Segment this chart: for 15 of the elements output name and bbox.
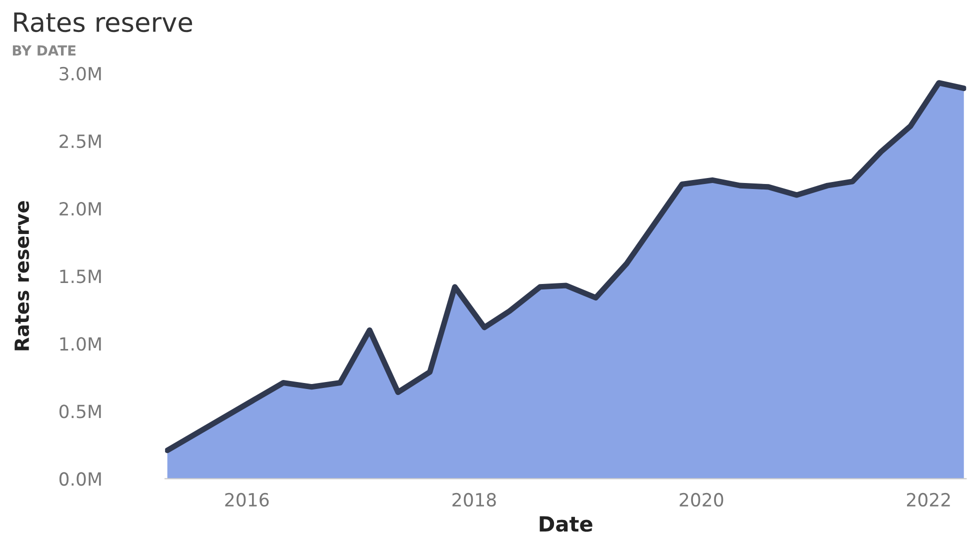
x-tick-label: 2016 xyxy=(225,492,269,507)
y-tick-label: 2.0M xyxy=(60,202,101,216)
y-tick-label: 2.5M xyxy=(60,134,101,148)
x-tick-label: 2020 xyxy=(680,492,724,507)
x-tick-label: 2018 xyxy=(452,492,496,507)
y-tick-label: 3.0M xyxy=(60,66,101,81)
x-tick-label: 2022 xyxy=(906,492,950,507)
x-axis-title: Date xyxy=(540,516,592,532)
text: BY DATE xyxy=(12,45,76,56)
chart-title: Rates reserve xyxy=(14,12,192,32)
y-tick-label: 1.5M xyxy=(60,270,101,284)
y-axis-title: Rates reserve xyxy=(14,201,30,350)
y-tick-label: 0.0M xyxy=(59,472,101,486)
y-tick-label: 0.5M xyxy=(59,404,101,418)
y-tick-label: 1.0M xyxy=(60,337,101,351)
